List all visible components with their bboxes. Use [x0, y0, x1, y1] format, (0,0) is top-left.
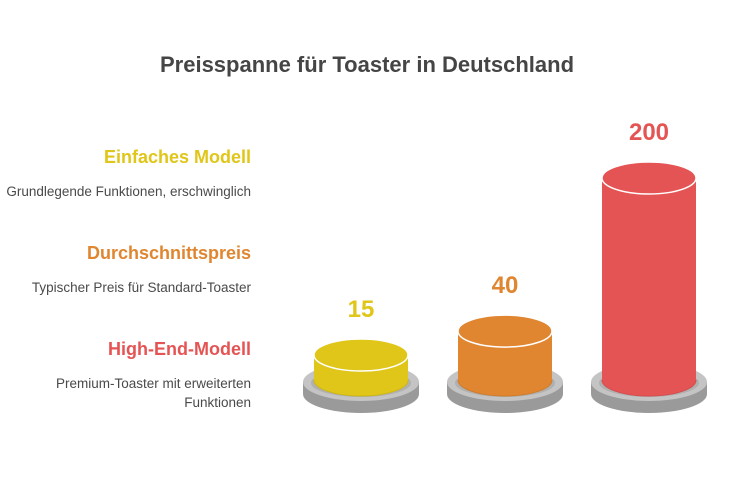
cylinder-top-durchschnittspreis [457, 314, 553, 348]
bar-high-end-modell [591, 161, 707, 413]
legend-title-high-end-modell: High-End-Modell [108, 339, 251, 359]
legend-entry-durchschnittspreis: Durchschnittspreis Typischer Preis für S… [0, 242, 251, 297]
cylinder-body-durchschnittspreis [458, 331, 552, 396]
legend-title-einfaches-modell: Einfaches Modell [103, 147, 251, 167]
bar-einfaches-modell [303, 338, 419, 413]
legend-description-einfaches-modell: Grundlegende Funktionen, erschwinglich [6, 184, 251, 199]
cylinder-edge-high-end-modell [601, 379, 697, 397]
legend-entry-high-end-modell: High-End-Modell Premium-Toaster mit erwe… [0, 338, 251, 412]
cylinder-body-high-end-modell [602, 178, 696, 396]
bar-durchschnittspreis [447, 314, 563, 413]
legend-description-durchschnittspreis: Typischer Preis für Standard-Toaster [31, 280, 251, 295]
cylinder-top-einfaches-modell [313, 338, 409, 372]
value-label-durchschnittspreis: 40 [492, 272, 519, 299]
value-label-einfaches-modell: 15 [348, 296, 375, 323]
legend-title-durchschnittspreis: Durchschnittspreis [86, 243, 251, 263]
value-label-high-end-modell: 200 [629, 119, 669, 146]
cylinder-edge-durchschnittspreis [457, 379, 553, 397]
chart-title: Preisspanne für Toaster in Deutschland [159, 52, 575, 77]
legend-description-high-end-modell: Premium-Toaster mit erweiterten Funktion… [55, 376, 251, 410]
legend-entry-einfaches-modell: Einfaches Modell Grundlegende Funktionen… [0, 146, 251, 201]
cylinder-edge-einfaches-modell [313, 379, 409, 397]
cylinder-top-high-end-modell [601, 161, 697, 195]
